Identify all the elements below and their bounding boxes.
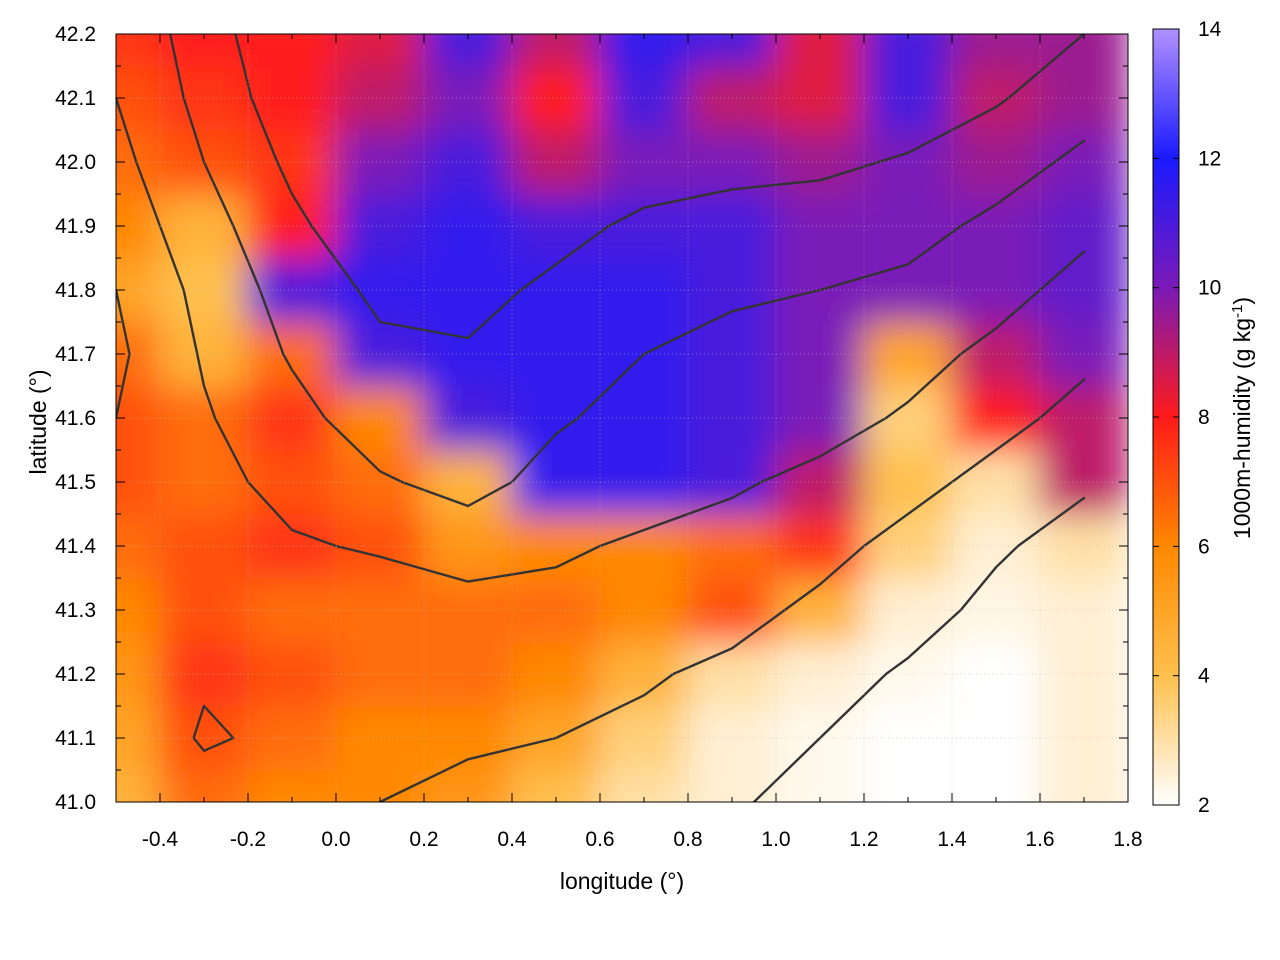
heatmap-cell bbox=[1039, 705, 1128, 771]
y-tick-label: 42.2 bbox=[55, 23, 96, 46]
y-tick-label: 42.0 bbox=[55, 151, 96, 174]
x-tick-label: 0.0 bbox=[321, 828, 350, 851]
terrain-contours bbox=[116, 34, 1086, 802]
colorbar-ticks: 2 4 6 8 10 12 14 bbox=[1153, 18, 1222, 817]
heatmap-cell bbox=[159, 769, 249, 802]
heatmap-cell bbox=[511, 769, 601, 802]
y-tick-label: 41.7 bbox=[55, 343, 96, 366]
y-tick-label: 41.8 bbox=[55, 279, 96, 302]
heatmap-cell bbox=[423, 34, 513, 67]
x-tick-label: 0.6 bbox=[585, 828, 614, 851]
heatmap-cell bbox=[116, 34, 161, 67]
x-axis-label: longitude (°) bbox=[560, 868, 684, 894]
heatmap-cell bbox=[775, 34, 865, 67]
x-tick-label: 1.0 bbox=[761, 828, 790, 851]
x-tick-label: 0.2 bbox=[409, 828, 438, 851]
y-tick-label: 41.9 bbox=[55, 215, 96, 238]
heatmap-cell bbox=[335, 769, 425, 802]
y-tick-label: 41.6 bbox=[55, 407, 96, 430]
x-tick-label: 0.4 bbox=[497, 828, 527, 851]
heatmap-cell bbox=[1039, 577, 1128, 643]
y-tick-label: 41.0 bbox=[55, 791, 96, 814]
heatmap-cell bbox=[1039, 65, 1128, 131]
heatmap-cell bbox=[1039, 641, 1128, 707]
y-tick-label: 41.1 bbox=[55, 727, 96, 750]
y-axis-label: latitude (°) bbox=[25, 369, 51, 474]
heatmap-cell bbox=[1039, 193, 1128, 259]
x-tick-label: 1.6 bbox=[1025, 828, 1054, 851]
colorbar-tick-label: 2 bbox=[1198, 794, 1210, 817]
colorbar-label-main: 1000m-humidity (g kg bbox=[1229, 318, 1255, 539]
x-tick-label: 1.8 bbox=[1113, 828, 1142, 851]
heatmap-cell bbox=[247, 34, 337, 67]
colorbar-tick-label: 14 bbox=[1198, 18, 1222, 41]
heatmap-cell bbox=[247, 769, 337, 802]
x-tick-label: 0.8 bbox=[673, 828, 702, 851]
heatmap-cell bbox=[511, 34, 601, 67]
x-axis-ticks: -0.4 -0.2 0.0 0.2 0.4 0.6 0.8 1.0 1.2 1.4 1.6 1.8 bbox=[115, 34, 1143, 851]
heatmap-cell bbox=[335, 34, 425, 67]
heatmap-cell bbox=[687, 34, 777, 67]
y-tick-label: 42.1 bbox=[55, 87, 96, 110]
heatmap-cell bbox=[687, 769, 777, 802]
heatmap-cell bbox=[1039, 321, 1128, 387]
x-tick-label: 1.2 bbox=[849, 828, 878, 851]
heatmap-cell bbox=[1039, 34, 1128, 67]
heatmap-cell bbox=[1039, 257, 1128, 323]
contour-line bbox=[116, 288, 1086, 802]
y-axis-ticks: 41.0 41.1 41.2 41.3 41.4 41.5 41.6 41.7 41.8 41.9… bbox=[55, 23, 1128, 814]
y-tick-label: 41.3 bbox=[55, 599, 96, 622]
x-tick-label: -0.4 bbox=[142, 828, 179, 851]
plot-area: -0.4 -0.2 0.0 0.2 0.4 0.6 0.8 1.0 1.2 1.4 1.6 1.8 4… bbox=[55, 23, 1143, 851]
x-tick-label: 1.4 bbox=[937, 828, 967, 851]
heatmap-cell bbox=[116, 769, 161, 802]
colorbar-label: 1000m-humidity (g kg-1) bbox=[1229, 297, 1256, 539]
colorbar: 2 4 6 8 10 12 14 1000m-humidity (g kg-1) bbox=[1152, 18, 1256, 817]
heatmap-cell bbox=[863, 34, 953, 67]
y-tick-label: 41.5 bbox=[55, 471, 96, 494]
colorbar-label-end: ) bbox=[1229, 297, 1255, 305]
y-tick-label: 41.2 bbox=[55, 663, 96, 686]
colorbar-tick-label: 6 bbox=[1198, 535, 1210, 558]
colorbar-label-superscript: -1 bbox=[1229, 305, 1246, 318]
heatmap-cell bbox=[599, 34, 689, 67]
y-tick-label: 41.4 bbox=[55, 535, 96, 558]
heatmap-cell bbox=[1039, 385, 1128, 451]
x-tick-label: -0.2 bbox=[230, 828, 266, 851]
heatmap-cell bbox=[1039, 513, 1128, 579]
colorbar-tick-label: 12 bbox=[1198, 147, 1221, 170]
heatmap-cell bbox=[599, 769, 689, 802]
colorbar-tick-label: 4 bbox=[1198, 665, 1210, 688]
heatmap-cell bbox=[1039, 449, 1128, 515]
heatmap-cell bbox=[951, 769, 1041, 802]
heatmap-cell bbox=[863, 769, 953, 802]
heatmap-cell bbox=[775, 769, 865, 802]
colorbar-tick-label: 10 bbox=[1198, 277, 1221, 300]
grid-lines bbox=[116, 34, 1128, 802]
colorbar-tick-label: 8 bbox=[1198, 406, 1210, 429]
heatmap-cell bbox=[1039, 769, 1128, 802]
heatmap-cell bbox=[951, 34, 1041, 67]
